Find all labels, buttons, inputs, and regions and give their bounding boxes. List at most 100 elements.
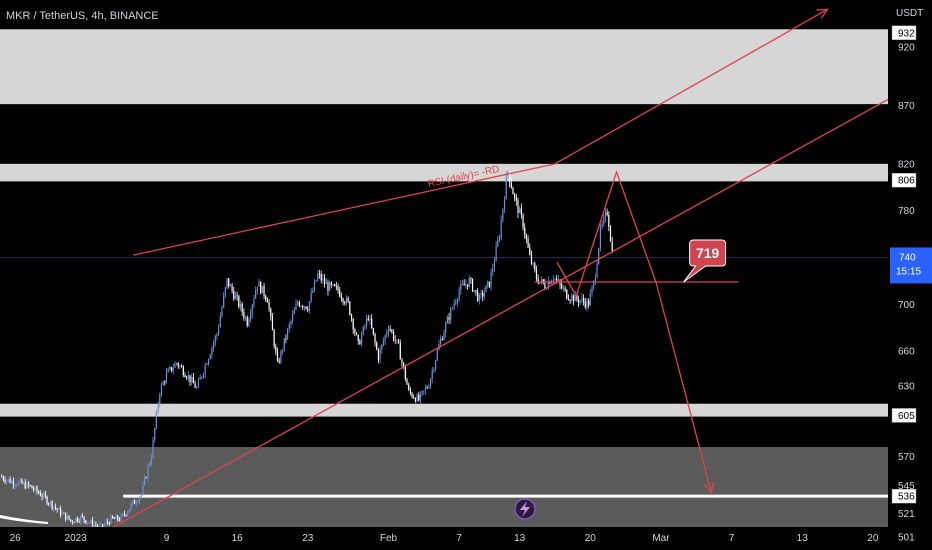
candle-body [212,342,215,348]
candle-body [411,393,413,398]
candle-body [562,287,565,289]
y-tick-label: 920 [898,42,915,53]
candle-body [224,287,226,296]
candle-body [414,398,417,402]
candle-body [485,285,487,293]
candle-body [591,286,593,294]
candle-body [418,394,420,401]
candle-body [238,296,240,307]
candle-body [540,279,543,282]
x-tick-label: Feb [380,533,398,544]
x-tick-label: 13 [797,533,809,544]
candle-body [502,208,504,221]
candle-body [71,520,73,523]
candle-body [391,329,393,332]
candle-body [554,278,556,280]
candle-body [593,280,595,287]
candle-body [312,290,314,293]
candle-body [571,295,573,301]
candle-body [406,379,408,385]
channel-extension-arrow[interactable] [554,8,828,165]
candle-body [147,466,149,478]
candle-body [297,302,299,304]
candle-body [49,501,52,504]
candle-body [75,518,77,523]
candle-body [342,298,344,303]
candle-body [46,496,48,504]
candle-body [315,280,317,282]
candle-body [206,364,208,365]
candle-body [26,482,28,489]
candle-body [93,524,95,527]
candle-body [152,439,154,458]
candle-body [155,411,158,429]
candle-body [495,246,497,262]
candle-body [275,346,277,352]
candle-body [12,480,15,486]
candle-body [609,226,612,242]
price-unit-label: USDT [896,8,923,19]
candle-body [376,342,378,350]
candle-body [520,208,522,215]
candle-body [403,362,405,368]
candle-body [191,377,193,383]
candle-body [535,269,538,279]
lower-trendline[interactable] [107,98,889,531]
candle-body [429,378,432,388]
candle-body [59,508,62,516]
candle-body [253,298,255,305]
candle-body [56,508,58,510]
candle-body [475,290,477,292]
candle-body [258,282,260,287]
candle-body [7,478,10,481]
candle-body [347,297,349,302]
candle-body [54,506,57,509]
candle-body [290,320,292,325]
candle-body [90,520,92,523]
candle-body [303,306,306,308]
candle-body [608,215,610,227]
candle-body [386,332,388,336]
candle-body [409,389,411,394]
x-tick-label: 2023 [65,533,88,544]
candle-body [426,387,428,389]
upper-channel-line[interactable] [133,163,556,256]
lightning-icon[interactable] [514,498,536,520]
bar-countdown: 15:15 [896,266,921,277]
candle-body [584,301,586,308]
candle-body [377,349,380,361]
candle-body [44,493,47,497]
candle-body [522,214,524,228]
candle-body [572,295,575,302]
candle-body [80,515,82,522]
candle-body [461,284,464,285]
candle-body [182,367,184,376]
candle-body [310,292,312,302]
candle-body [424,387,427,391]
last-price-value: 740 [899,252,916,263]
candle-body [340,296,343,299]
candle-body [248,319,250,326]
candle-body [524,227,526,235]
candle-body [249,313,252,320]
candle-body [125,514,127,516]
candle-body [606,211,608,216]
candle-body [441,339,443,340]
candle-body [186,376,188,379]
candle-body [352,318,354,330]
candle-body [234,295,237,299]
x-tick-label: 20 [585,533,597,544]
candle-body [456,299,459,303]
candle-body [436,350,438,361]
candle-body [219,316,221,328]
zone-1 [0,163,888,182]
candle-body [22,482,25,484]
breakdown-arrow[interactable] [655,281,713,493]
candle-body [73,522,75,523]
candle-body [455,302,457,304]
price-box-label: 605 [898,411,915,422]
projection-path[interactable] [556,170,657,298]
candle-body [547,281,549,289]
candle-body [101,524,104,527]
